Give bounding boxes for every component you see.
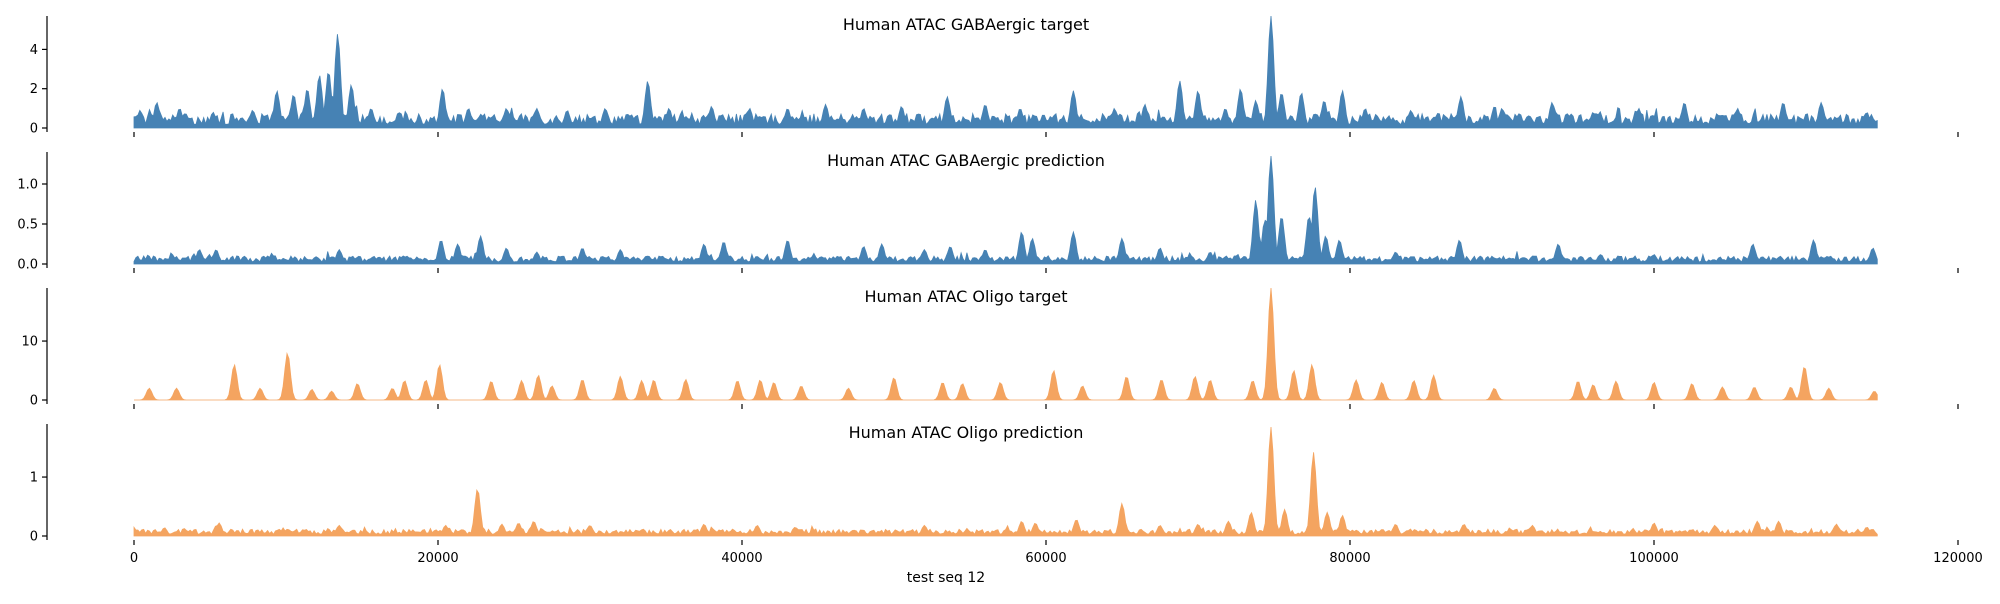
y-tick-label: 10	[21, 335, 38, 350]
y-tick-label: 0	[30, 530, 38, 545]
series-area	[133, 426, 1878, 537]
x-tick-label: 100000	[1629, 551, 1679, 566]
y-tick-label: 2	[30, 82, 38, 97]
panel-4: 0 1 Human ATAC Oligo prediction	[30, 423, 1959, 545]
series-area	[133, 15, 1878, 129]
x-axis-label: test seq 12	[907, 570, 985, 586]
y-tick-label: 0	[30, 122, 38, 137]
series-area	[133, 155, 1878, 265]
x-tick-label: 60000	[1025, 551, 1066, 566]
y-tick-label: 1.0	[17, 178, 38, 193]
panel-title: Human ATAC Oligo prediction	[849, 423, 1084, 442]
x-tick-label: 0	[130, 551, 138, 566]
x-tick-label: 20000	[417, 551, 458, 566]
y-tick-label: 4	[30, 43, 38, 58]
panel-3: 0 10 Human ATAC Oligo target	[21, 287, 1959, 409]
x-tick-label: 120000	[1933, 551, 1983, 566]
y-tick-label: 0	[30, 394, 38, 409]
panel-1: 0 2 4 Human ATAC GABAergic target	[30, 15, 1959, 137]
panel-2: 0.0 0.5 1.0 Human ATAC GABAergic prediction	[17, 151, 1959, 273]
series-area	[134, 287, 1878, 401]
x-tick-label: 80000	[1329, 551, 1370, 566]
y-tick-label: 1	[30, 471, 38, 486]
panel-title: Human ATAC Oligo target	[864, 287, 1067, 306]
panel-title: Human ATAC GABAergic prediction	[827, 151, 1105, 170]
y-tick-label: 0.5	[17, 218, 38, 233]
y-tick-label: 0.0	[17, 258, 38, 273]
x-tick-label: 40000	[721, 551, 762, 566]
panel-title: Human ATAC GABAergic target	[843, 15, 1089, 34]
